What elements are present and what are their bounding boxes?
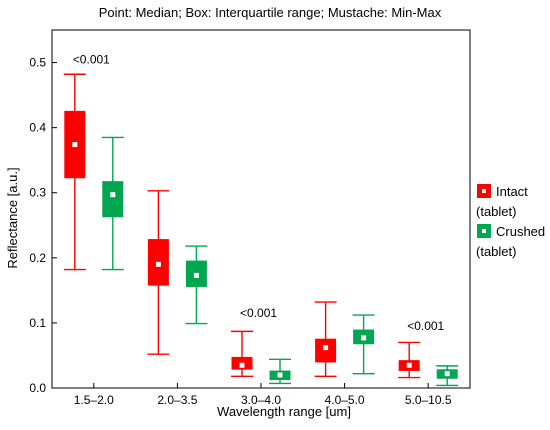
x-axis-title: Wavelength range [um] bbox=[217, 404, 351, 419]
box-intact bbox=[147, 190, 170, 355]
box-median-point bbox=[277, 372, 283, 378]
x-tick-label: 5.0–10.5 bbox=[405, 393, 452, 407]
box-intact bbox=[231, 330, 253, 377]
box-crushed bbox=[185, 245, 208, 325]
box-median-point bbox=[193, 272, 199, 278]
legend-item-crushed: Crushed (tablet) bbox=[476, 224, 545, 259]
box-median-point bbox=[239, 362, 245, 368]
y-tick-label: 0.2 bbox=[29, 251, 46, 265]
legend-label: Intact bbox=[496, 184, 528, 199]
y-axis: 0.0 0.1 0.2 0.3 0.4 0.5 bbox=[29, 56, 57, 395]
p-value-annotation: <0.001 bbox=[240, 306, 277, 320]
x-tick-label: 2.0–3.5 bbox=[157, 393, 197, 407]
box-median-point bbox=[361, 335, 367, 341]
box-median-point bbox=[110, 192, 116, 198]
x-tick-label: 4.0–5.0 bbox=[325, 393, 365, 407]
y-tick-label: 0.3 bbox=[29, 186, 46, 200]
legend-item-intact: Intact (tablet) bbox=[476, 184, 528, 219]
y-tick-label: 0.4 bbox=[29, 121, 46, 135]
x-axis: 1.5–2.0 2.0–3.5 3.0–4.0 4.0–5.0 5.0–10.5 bbox=[74, 383, 452, 407]
box-crushed bbox=[352, 314, 375, 375]
legend: Intact (tablet) Crushed (tablet) bbox=[476, 184, 545, 259]
y-tick-label: 0.0 bbox=[29, 381, 46, 395]
box-crushed bbox=[101, 136, 124, 271]
box-median-point bbox=[444, 371, 450, 377]
legend-swatch-marker bbox=[482, 229, 486, 233]
box-intact bbox=[398, 341, 421, 379]
box-crushed bbox=[269, 358, 291, 385]
legend-label-sub: (tablet) bbox=[476, 204, 516, 219]
legend-label: Crushed bbox=[496, 224, 545, 239]
y-tick-label: 0.1 bbox=[29, 316, 46, 330]
box-iqr bbox=[315, 338, 337, 363]
y-axis-title: Reflectance [a.u.] bbox=[5, 167, 20, 268]
annotations: <0.001 <0.001 <0.001 bbox=[73, 52, 445, 333]
legend-label-sub: (tablet) bbox=[476, 244, 516, 259]
box-intact bbox=[314, 301, 337, 377]
box-median-point bbox=[155, 261, 161, 267]
p-value-annotation: <0.001 bbox=[407, 319, 444, 333]
x-tick-label: 1.5–2.0 bbox=[74, 393, 114, 407]
y-tick-label: 0.5 bbox=[29, 56, 46, 70]
box-intact bbox=[63, 73, 86, 271]
box-series bbox=[63, 73, 459, 387]
chart-title: Point: Median; Box: Interquartile range;… bbox=[99, 5, 442, 20]
box-crushed bbox=[436, 365, 459, 387]
x-tick-label: 3.0–4.0 bbox=[241, 393, 281, 407]
box-median-point bbox=[406, 362, 412, 368]
box-median-point bbox=[323, 345, 329, 351]
box-iqr bbox=[102, 181, 124, 218]
box-median-point bbox=[72, 142, 78, 148]
p-value-annotation: <0.001 bbox=[73, 52, 110, 66]
legend-swatch-marker bbox=[482, 189, 486, 193]
